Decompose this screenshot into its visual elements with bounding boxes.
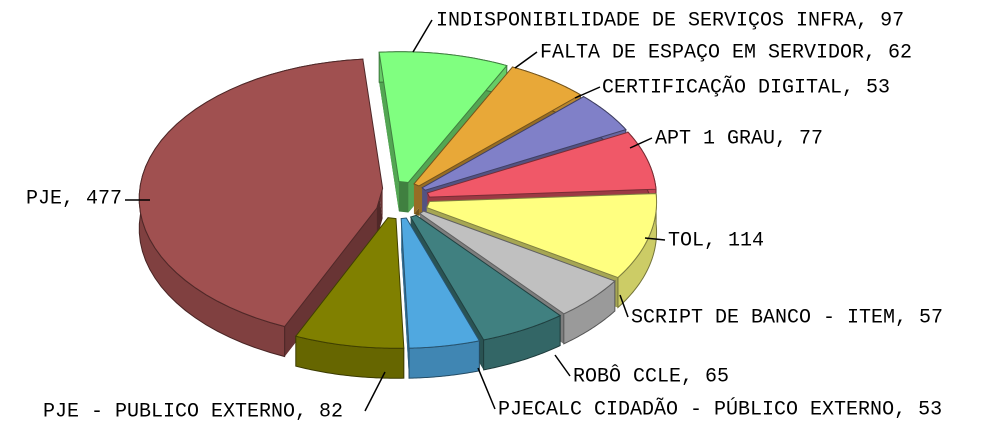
data-label: FALTA DE ESPAÇO EM SERVIDOR, 62 [540,41,912,64]
data-label: PJE - PUBLICO EXTERNO, 82 [43,400,343,423]
leader-line [514,51,538,69]
data-label: SCRIPT DE BANCO - ITEM, 57 [631,306,943,329]
data-label: APT 1 GRAU, 77 [655,127,823,150]
slice-wall [379,52,399,212]
leader-line [644,237,666,241]
slice-top [426,131,657,198]
slice-top [418,210,616,315]
leader-line [554,354,571,377]
data-label: INDISPONIBILIDADE DE SERVIÇOS INFRA, 97 [436,9,904,32]
slice [138,58,384,358]
slice-top [413,66,582,187]
slice-top [400,217,481,349]
leader-line [477,367,496,410]
slice-top [378,51,508,183]
data-label: CERTIFICAÇÃO DIGITAL, 53 [602,74,890,99]
slice-top [421,96,627,191]
slice-wall [284,208,377,357]
data-label: TOL, 114 [668,229,764,252]
leader-line [629,137,653,149]
data-label: PJECALC CIDADÃO - PÚBLICO EXTERNO, 53 [498,396,942,421]
slice-top [409,214,562,341]
leader-line [364,371,386,412]
slice [400,217,481,379]
slice-top [294,217,405,349]
slice-top [138,58,384,328]
leader-line [619,294,629,318]
data-label: ROBÔ CCLE, 65 [573,364,729,388]
leader-line [412,19,433,53]
slice [294,217,405,379]
data-label: PJE, 477 [26,187,122,210]
leader-line [574,86,601,99]
